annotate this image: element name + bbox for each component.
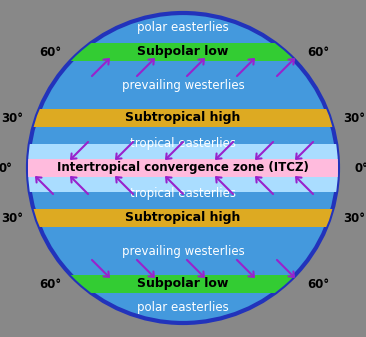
Bar xyxy=(28,109,338,127)
Text: polar easterlies: polar easterlies xyxy=(137,302,229,314)
Bar xyxy=(28,43,338,61)
Text: 60°: 60° xyxy=(39,45,61,59)
Text: Intertropical convergence zone (ITCZ): Intertropical convergence zone (ITCZ) xyxy=(57,161,309,175)
Text: tropical easterlies: tropical easterlies xyxy=(130,136,236,150)
Text: 30°: 30° xyxy=(1,112,23,124)
Text: 30°: 30° xyxy=(343,212,365,224)
Text: 60°: 60° xyxy=(39,277,61,290)
Text: prevailing westerlies: prevailing westerlies xyxy=(122,245,244,257)
Text: 30°: 30° xyxy=(1,212,23,224)
Bar xyxy=(28,144,338,192)
Text: Subtropical high: Subtropical high xyxy=(125,112,241,124)
Text: 0°: 0° xyxy=(354,161,366,175)
Circle shape xyxy=(28,13,338,323)
Text: 60°: 60° xyxy=(307,277,329,290)
Bar xyxy=(28,159,338,177)
Text: Subpolar low: Subpolar low xyxy=(137,45,229,59)
Text: Subpolar low: Subpolar low xyxy=(137,277,229,290)
Bar xyxy=(28,275,338,293)
Text: 60°: 60° xyxy=(307,45,329,59)
Bar xyxy=(28,209,338,227)
Text: tropical easterlies: tropical easterlies xyxy=(130,186,236,200)
Text: prevailing westerlies: prevailing westerlies xyxy=(122,79,244,92)
Text: 30°: 30° xyxy=(343,112,365,124)
Text: 0°: 0° xyxy=(0,161,12,175)
Text: polar easterlies: polar easterlies xyxy=(137,22,229,34)
Text: Subtropical high: Subtropical high xyxy=(125,212,241,224)
